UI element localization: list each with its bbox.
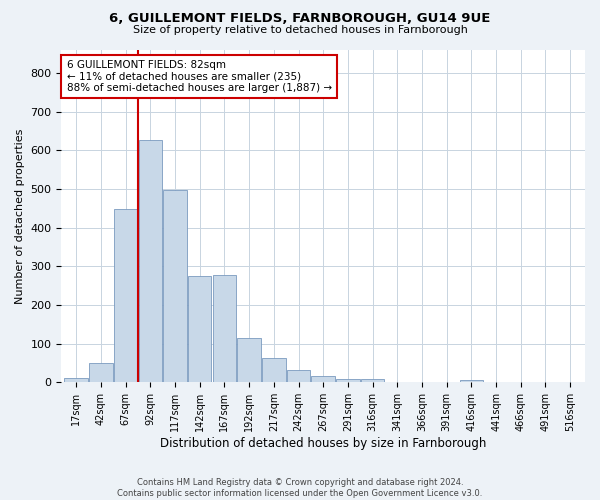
Bar	[212, 275, 236, 382]
Bar	[64, 378, 88, 382]
Y-axis label: Number of detached properties: Number of detached properties	[15, 128, 25, 304]
Bar	[89, 363, 113, 382]
Bar	[361, 380, 385, 382]
Text: 6 GUILLEMONT FIELDS: 82sqm
← 11% of detached houses are smaller (235)
88% of sem: 6 GUILLEMONT FIELDS: 82sqm ← 11% of deta…	[67, 60, 332, 93]
Bar	[460, 380, 483, 382]
Bar	[336, 379, 359, 382]
Text: Size of property relative to detached houses in Farnborough: Size of property relative to detached ho…	[133, 25, 467, 35]
Bar	[287, 370, 310, 382]
Bar	[114, 209, 137, 382]
Text: Contains HM Land Registry data © Crown copyright and database right 2024.
Contai: Contains HM Land Registry data © Crown c…	[118, 478, 482, 498]
Bar	[238, 338, 261, 382]
Bar	[139, 140, 162, 382]
X-axis label: Distribution of detached houses by size in Farnborough: Distribution of detached houses by size …	[160, 437, 487, 450]
Bar	[163, 190, 187, 382]
Bar	[188, 276, 211, 382]
Bar	[311, 376, 335, 382]
Bar	[262, 358, 286, 382]
Text: 6, GUILLEMONT FIELDS, FARNBOROUGH, GU14 9UE: 6, GUILLEMONT FIELDS, FARNBOROUGH, GU14 …	[109, 12, 491, 26]
